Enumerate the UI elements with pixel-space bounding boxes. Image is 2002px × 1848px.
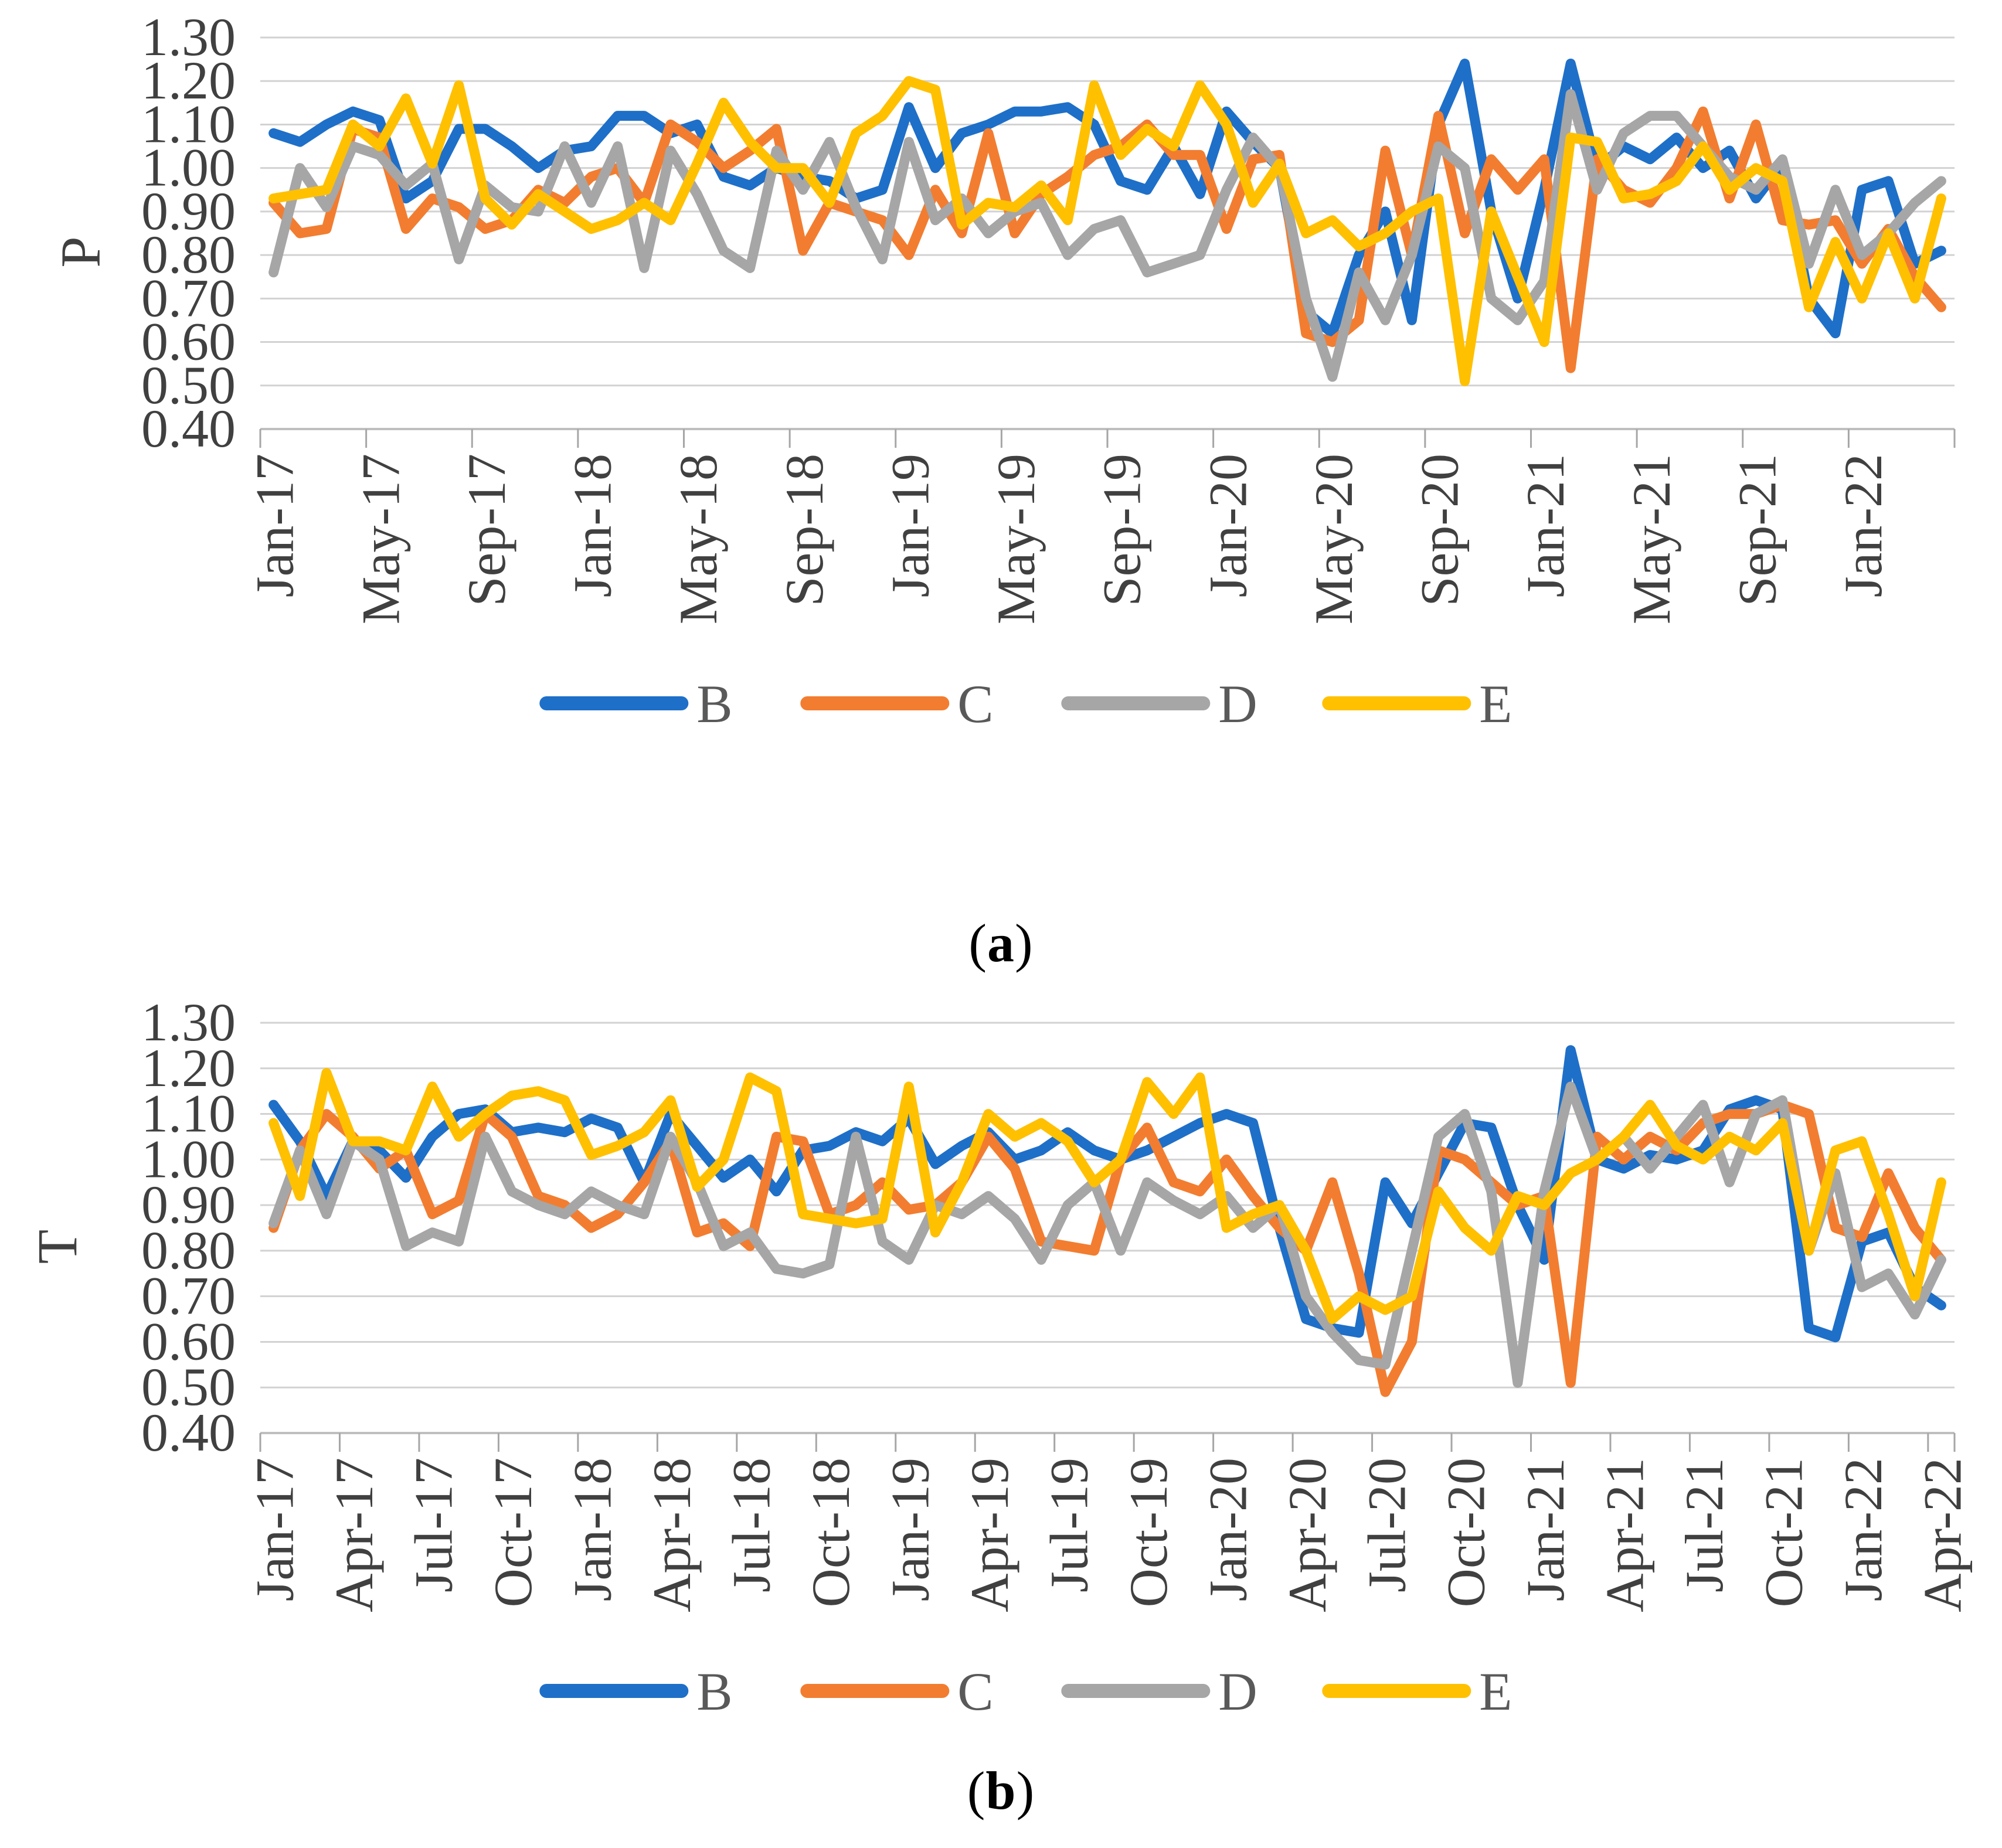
x-tick-label: Jul-18 — [722, 1458, 781, 1592]
x-tick-label: May-21 — [1622, 454, 1681, 624]
x-tick-label: Jul-17 — [404, 1458, 464, 1592]
x-tick-label: Oct-18 — [801, 1458, 861, 1607]
x-tick-label: Sep-21 — [1727, 454, 1787, 607]
chart-a-canvas: 1.301.201.101.000.900.800.700.600.500.40… — [49, 7, 1956, 734]
y-tick-label: 0.40 — [141, 1403, 236, 1462]
caption-a-open: ( — [968, 913, 987, 973]
x-tick-label: Jan-21 — [1515, 454, 1575, 597]
legend-label-E: E — [1479, 1662, 1512, 1721]
x-tick-label: Sep-18 — [774, 454, 834, 607]
y-tick-label: 0.60 — [141, 312, 236, 372]
legend-label-B: B — [696, 1662, 732, 1721]
x-tick-label: Jan-20 — [1198, 1458, 1257, 1601]
y-tick-label: 0.40 — [141, 399, 236, 458]
x-tick-label: Apr-21 — [1595, 1458, 1655, 1612]
x-tick-label: May-18 — [668, 454, 728, 624]
y-tick-label: 0.50 — [141, 355, 236, 415]
caption-b-open: ( — [967, 1761, 986, 1820]
y-tick-label: 0.80 — [141, 224, 236, 284]
x-tick-label: Apr-17 — [324, 1458, 384, 1612]
caption-a-letter: a — [987, 913, 1015, 973]
x-tick-label: Oct-17 — [483, 1458, 543, 1607]
caption-b-close: ) — [1016, 1761, 1035, 1820]
caption-b-letter: b — [985, 1761, 1017, 1820]
x-tick-label: Sep-17 — [457, 454, 516, 607]
x-tick-label: Apr-19 — [960, 1458, 1019, 1612]
y-tick-label: 0.90 — [141, 181, 236, 241]
y-tick-label: 0.60 — [141, 1311, 236, 1371]
y-tick-label: 0.80 — [141, 1220, 236, 1280]
x-tick-label: Apr-20 — [1277, 1458, 1337, 1612]
caption-a-close: ) — [1015, 913, 1034, 973]
y-tick-label: 1.10 — [141, 94, 236, 154]
y-tick-label: 1.20 — [141, 1038, 236, 1098]
x-tick-label: Jan-17 — [245, 454, 305, 597]
x-tick-label: Jan-22 — [1833, 1458, 1893, 1601]
y-tick-label: 0.70 — [141, 1266, 236, 1326]
y-tick-label: 0.90 — [141, 1175, 236, 1234]
x-tick-label: Jul-20 — [1357, 1458, 1416, 1592]
y-tick-label: 1.00 — [141, 1129, 236, 1189]
y-tick-label: 0.50 — [141, 1357, 236, 1417]
y-tick-label: 1.30 — [141, 7, 236, 67]
x-tick-label: Jan-22 — [1833, 454, 1893, 597]
series-E-line — [268, 76, 1946, 386]
series-D-line — [268, 89, 1946, 382]
x-tick-label: Jan-19 — [880, 1458, 940, 1601]
y-tick-label: 1.30 — [141, 996, 236, 1052]
legend-label-C: C — [957, 1662, 993, 1721]
series-B-line — [268, 59, 1946, 339]
series-D-line — [268, 1081, 1946, 1388]
x-tick-label: Jul-21 — [1674, 1458, 1734, 1592]
legend-label-B: B — [696, 674, 732, 734]
x-tick-label: Oct-21 — [1754, 1458, 1814, 1607]
x-tick-label: May-17 — [351, 454, 410, 624]
x-tick-label: Apr-18 — [642, 1458, 702, 1612]
x-tick-label: Jan-17 — [245, 1458, 305, 1601]
legend-label-D: D — [1218, 1662, 1257, 1721]
y-axis-title: P — [49, 236, 112, 267]
y-axis-title: T — [26, 1230, 89, 1264]
legend-label-D: D — [1218, 674, 1257, 734]
x-tick-label: Sep-19 — [1092, 454, 1152, 607]
caption-b: (b) — [0, 1759, 2002, 1822]
caption-a: (a) — [0, 912, 2002, 974]
series-E-line — [268, 1068, 1946, 1325]
x-tick-label: Oct-20 — [1436, 1458, 1496, 1607]
chart-b-canvas: 1.301.201.101.000.900.800.700.600.500.40… — [26, 996, 1973, 1721]
x-tick-label: May-20 — [1304, 454, 1364, 624]
y-tick-label: 1.00 — [141, 138, 236, 198]
x-tick-label: Jan-18 — [563, 1458, 623, 1601]
x-tick-label: Jan-21 — [1515, 1458, 1575, 1601]
y-tick-label: 1.20 — [141, 50, 236, 110]
x-tick-label: May-19 — [986, 454, 1046, 624]
x-tick-label: Jan-20 — [1198, 454, 1257, 597]
x-tick-label: Jan-19 — [880, 454, 940, 597]
x-tick-label: Jan-18 — [563, 454, 623, 597]
legend-label-C: C — [957, 674, 993, 734]
x-tick-label: Sep-20 — [1410, 454, 1470, 607]
y-tick-label: 0.70 — [141, 268, 236, 328]
x-tick-label: Apr-22 — [1913, 1458, 1973, 1612]
x-tick-label: Jul-19 — [1039, 1458, 1099, 1592]
x-tick-label: Oct-19 — [1119, 1458, 1178, 1607]
legend-label-E: E — [1479, 674, 1512, 734]
y-tick-label: 1.10 — [141, 1084, 236, 1143]
